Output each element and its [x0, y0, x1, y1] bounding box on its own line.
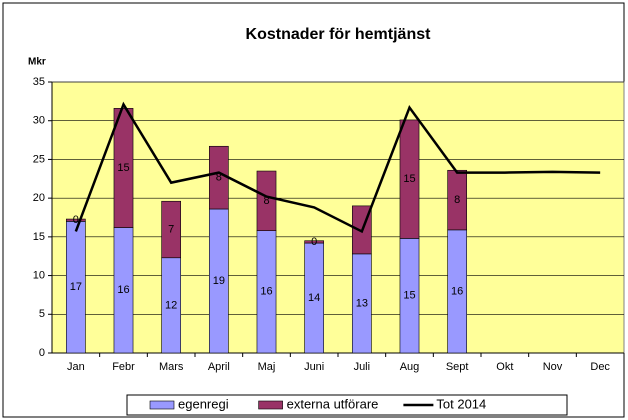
x-tick-label: Jan — [67, 361, 85, 373]
y-axis-label: Mkr — [28, 57, 46, 68]
y-tick-label: 35 — [33, 76, 45, 88]
data-label: 16 — [117, 284, 129, 296]
bar-segment — [66, 218, 86, 222]
y-tick-label: 5 — [39, 308, 45, 320]
bar-segment — [113, 108, 134, 228]
data-label: 8 — [454, 194, 460, 206]
y-tick-label: 0 — [39, 347, 45, 359]
bar-segment — [161, 200, 181, 259]
data-label: 0 — [73, 214, 79, 226]
legend-box — [126, 394, 568, 416]
x-tick-label: April — [208, 361, 230, 373]
y-tick-label: 10 — [33, 269, 45, 281]
bar-segment — [447, 169, 467, 231]
data-label: 19 — [213, 275, 225, 287]
data-label: 16 — [260, 286, 272, 298]
bar-segment — [399, 119, 420, 239]
x-tick-label: Maj — [258, 361, 276, 373]
data-label: 16 — [451, 285, 463, 297]
y-tick-label: 25 — [33, 153, 45, 165]
x-tick-label: Dec — [590, 361, 610, 373]
bar-segment — [304, 240, 324, 244]
legend-label: externa utförare — [287, 396, 379, 411]
data-label: 0 — [311, 236, 317, 248]
x-tick-label: Febr — [112, 361, 135, 373]
chart-title: Kostnader för hemtjänst — [246, 26, 432, 43]
data-label: 15 — [403, 173, 415, 185]
data-label: 14 — [308, 292, 320, 304]
x-tick-label: Okt — [496, 361, 513, 373]
y-tick-label: 20 — [33, 192, 45, 204]
data-label: 15 — [117, 162, 129, 174]
x-tick-label: Aug — [400, 361, 420, 373]
x-tick-label: Nov — [543, 361, 563, 373]
data-label: 15 — [403, 290, 415, 302]
legend-label: Tot 2014 — [436, 396, 486, 411]
data-label: 12 — [165, 299, 177, 311]
data-label: 7 — [168, 223, 174, 235]
data-label: 17 — [70, 281, 82, 293]
x-tick-label: Juli — [354, 361, 371, 373]
bar-segment — [256, 170, 277, 231]
legend-swatch — [149, 400, 175, 410]
legend-label: egenregi — [178, 396, 229, 411]
x-tick-label: Juni — [304, 361, 324, 373]
line-series — [74, 101, 601, 234]
legend-swatch — [258, 400, 283, 410]
data-label: 8 — [263, 195, 269, 207]
x-tick-label: Sept — [446, 361, 469, 373]
y-tick-label: 15 — [33, 231, 45, 243]
y-tick-label: 30 — [33, 115, 45, 127]
data-label: 8 — [216, 172, 222, 184]
plot-area — [51, 81, 625, 354]
x-tick-label: Mars — [159, 361, 184, 373]
data-label: 13 — [356, 297, 368, 309]
